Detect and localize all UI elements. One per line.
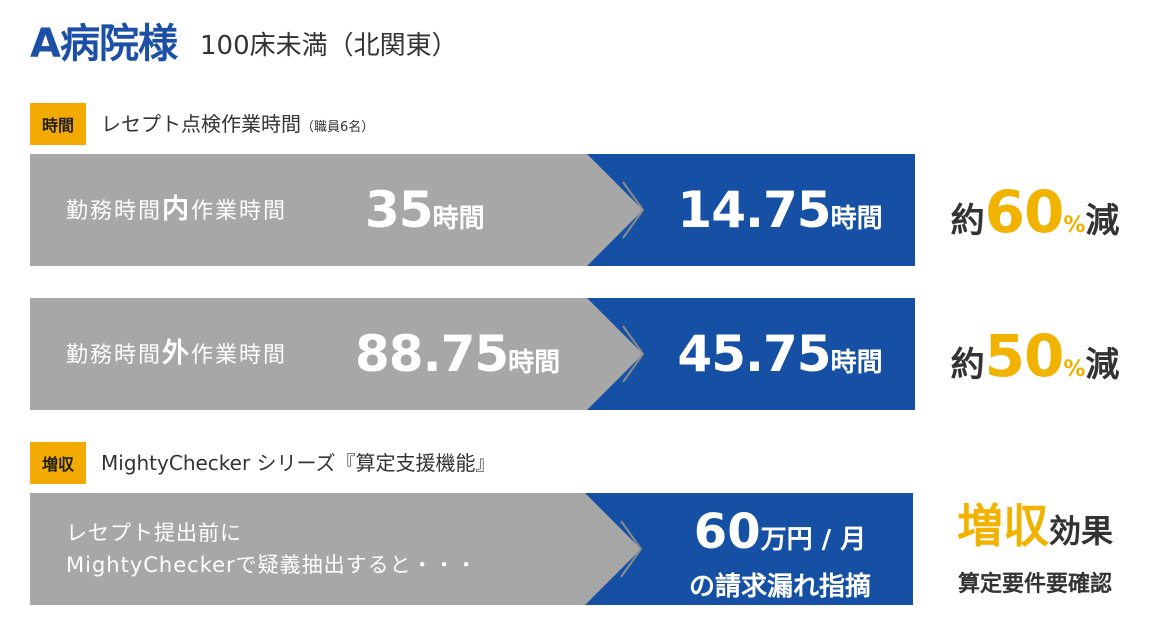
label-em: 外 (162, 338, 192, 369)
revenue-bar: レセプト提出前に MightyCheckerで疑義抽出すると・・・ 60万円 /… (30, 493, 913, 605)
before-unit: 時間 (432, 204, 485, 234)
label-pre: 勤務時間 (66, 343, 163, 368)
before-unit: 時間 (508, 348, 561, 378)
label-post: 作業時間 (191, 343, 288, 368)
after-unit: 時間 (830, 204, 883, 234)
revenue-number: 60 (693, 504, 761, 560)
time-section-title: レセプト点検作業時間（職員6名） (101, 103, 374, 149)
effect-subtext: 算定要件要確認 (957, 572, 1112, 597)
hospital-name: A病院様 (30, 21, 178, 67)
revenue-section-title: MightyChecker シリーズ『算定支援機能』 (101, 451, 496, 475)
revenue-label-line1: レセプト提出前に (66, 521, 242, 545)
revenue-after-value: 60万円 / 月 の請求漏れ指摘 (655, 505, 905, 604)
label-post: 作業時間 (191, 199, 288, 224)
outside-before-value: 88.75時間 (355, 298, 560, 410)
result-number: 60 (984, 178, 1065, 246)
outside-result: 約50%減 (935, 316, 1135, 411)
revenue-amount: 60万円 / 月 (655, 505, 905, 570)
inside-hours-label: 勤務時間内作業時間 (66, 154, 287, 266)
outside-hours-label: 勤務時間外作業時間 (66, 298, 287, 410)
result-percent: % (1063, 357, 1086, 382)
revenue-label: レセプト提出前に MightyCheckerで疑義抽出すると・・・ (66, 517, 478, 581)
label-em: 内 (162, 194, 192, 225)
time-section-note: （職員6名） (301, 120, 375, 135)
effect-em: 増収 (956, 499, 1049, 553)
result-percent: % (1063, 213, 1086, 238)
inside-before-value: 35時間 (365, 154, 485, 266)
revenue-unit: 万円 / 月 (760, 525, 867, 555)
inside-result: 約60%減 (935, 172, 1135, 267)
outside-hours-bar: 勤務時間外作業時間 88.75時間 45.75時間 (30, 298, 915, 410)
after-number: 14.75 (677, 181, 831, 239)
revenue-effect: 増収効果 (930, 493, 1140, 570)
effect-rest: 効果 (1048, 512, 1113, 550)
after-number: 45.75 (677, 325, 831, 383)
result-pre: 約 (950, 201, 985, 241)
outside-after-value: 45.75時間 (670, 298, 890, 410)
hospital-info: 100床未満（北関東） (200, 31, 458, 61)
time-tag: 時間 (30, 103, 86, 145)
result-pre: 約 (950, 345, 985, 385)
before-number: 88.75 (355, 325, 509, 383)
result-post: 減 (1085, 345, 1120, 385)
inside-after-value: 14.75時間 (670, 154, 890, 266)
result-post: 減 (1085, 201, 1120, 241)
label-pre: 勤務時間 (66, 199, 163, 224)
revenue-caption: の請求漏れ指摘 (688, 572, 871, 602)
before-number: 35 (365, 181, 434, 239)
revenue-label-line2: MightyCheckerで疑義抽出すると・・・ (66, 553, 478, 577)
inside-hours-bar: 勤務時間内作業時間 35時間 14.75時間 (30, 154, 915, 266)
time-section-title-text: レセプト点検作業時間 (101, 112, 301, 136)
result-number: 50 (984, 322, 1065, 390)
after-unit: 時間 (830, 348, 883, 378)
revenue-tag: 増収 (30, 442, 86, 484)
